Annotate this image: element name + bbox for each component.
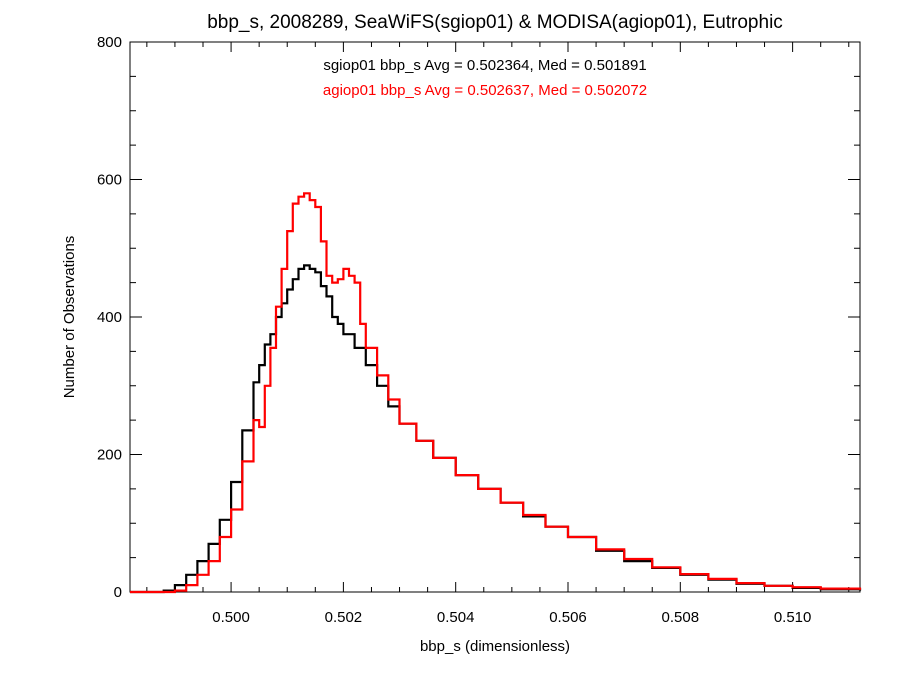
x-tick-label: 0.500 (212, 609, 250, 626)
x-tick-label: 0.504 (437, 609, 475, 626)
series-layer (130, 192, 862, 594)
y-axis-ticks: 0 200 400 600 800 (97, 34, 860, 601)
y-tick-label: 800 (97, 34, 122, 51)
y-tick-label: 0 (114, 584, 122, 601)
x-tick-label: 0.506 (549, 609, 587, 626)
x-tick-label: 0.510 (774, 609, 812, 626)
chart-title: bbp_s, 2008289, SeaWiFS(sgiop01) & MODIS… (207, 12, 783, 33)
x-tick-label: 0.508 (662, 609, 700, 626)
x-axis-ticks: 0.500 0.502 0.504 0.506 0.508 0.510 (146, 42, 850, 626)
y-tick-label: 400 (97, 309, 122, 326)
x-tick-label: 0.502 (325, 609, 363, 626)
y-axis-label: Number of Observations (61, 236, 78, 399)
histogram-series-0 (130, 264, 862, 594)
annotation-sgiop01: sgiop01 bbp_s Avg = 0.502364, Med = 0.50… (323, 57, 646, 74)
y-tick-label: 600 (97, 172, 122, 189)
y-tick-label: 200 (97, 447, 122, 464)
x-axis-label: bbp_s (dimensionless) (420, 638, 570, 655)
annotation-agiop01: agiop01 bbp_s Avg = 0.502637, Med = 0.50… (323, 82, 647, 99)
histogram-series-1 (130, 192, 862, 594)
